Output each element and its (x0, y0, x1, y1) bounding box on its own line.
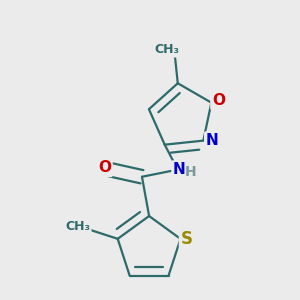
Text: O: O (212, 93, 225, 108)
Text: O: O (98, 160, 111, 175)
Text: CH₃: CH₃ (155, 43, 180, 56)
Text: S: S (181, 230, 193, 248)
Text: N: N (206, 133, 219, 148)
Text: H: H (185, 165, 197, 179)
Text: CH₃: CH₃ (65, 220, 90, 232)
Text: N: N (173, 162, 186, 177)
